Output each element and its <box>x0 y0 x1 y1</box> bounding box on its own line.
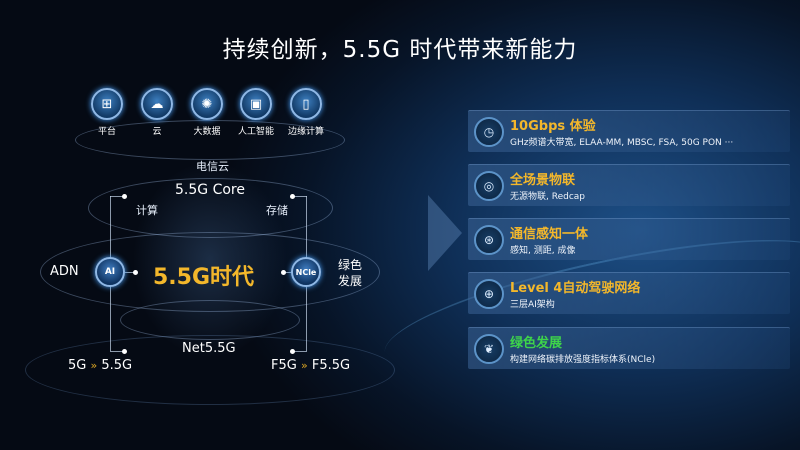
double-chevron-icon: » <box>90 359 98 372</box>
sensing-icon: ⊛ <box>474 225 504 255</box>
globe-network-icon: ⊕ <box>474 279 504 309</box>
core-label: 5.5G Core <box>175 182 245 198</box>
top-icon-label: 云 <box>152 127 162 137</box>
ai-chip-icon: ▣ <box>240 88 272 120</box>
left-bracket-top <box>110 196 124 197</box>
dot <box>281 270 286 275</box>
icon-glyph: ⊛ <box>483 233 495 247</box>
capability-title: 绿色发展 <box>510 336 563 351</box>
top-icon-label: 平台 <box>97 127 116 137</box>
icon-glyph: ⊕ <box>483 287 495 301</box>
to-f5-5g: F5.5G <box>311 358 351 373</box>
icon-glyph: ✺ <box>201 96 213 112</box>
right-bracket-bottom <box>293 351 307 352</box>
ncle-node: NCle <box>291 257 321 287</box>
capability-card: ❦ 绿色发展 构建网络碳排放强度指标体系(NCle) <box>468 327 790 369</box>
icon-glyph: ▯ <box>302 96 310 112</box>
ncle-connector <box>283 272 293 273</box>
capability-title: 通信感知一体 <box>510 227 589 242</box>
slide-title: 持续创新，5.5G 时代带来新能力 <box>222 37 578 63</box>
capability-card: ◷ 10Gbps 体验 GHz频谱大带宽, ELAA-MM, MBSC, FSA… <box>468 110 790 152</box>
dot <box>290 194 295 199</box>
top-ring <box>75 120 345 160</box>
right-bracket-top <box>293 196 307 197</box>
net-label: Net5.5G <box>182 341 236 356</box>
capability-title: Level 4自动驾驶网络 <box>510 281 641 296</box>
capability-title: 全场景物联 <box>510 173 576 188</box>
from-5g: 5G <box>68 358 87 373</box>
big-data-icon: ✺ <box>191 88 223 120</box>
telecom-cloud-label: 电信云 <box>196 160 229 173</box>
base-ring <box>25 335 395 405</box>
top-icon-label: 人工智能 <box>237 127 274 137</box>
development-label: 发展 <box>338 274 363 288</box>
dot <box>133 270 138 275</box>
evolution-5g: 5G » 5.5G <box>68 358 132 373</box>
icon-glyph: ▣ <box>249 96 263 112</box>
icon-glyph: ☁ <box>150 96 164 112</box>
edge-computing-icon: ▯ <box>290 88 322 120</box>
capability-desc: 三层AI架构 <box>510 300 555 310</box>
evolution-f5g: F5G » F5.5G <box>271 358 350 373</box>
leaf-icon: ❦ <box>474 334 504 364</box>
icon-glyph: ⊞ <box>101 96 113 112</box>
cloud-icon: ☁ <box>141 88 173 120</box>
capability-desc: GHz频谱大带宽, ELAA-MM, MBSC, FSA, 50G PON ··… <box>510 138 734 148</box>
platform-icon: ⊞ <box>91 88 123 120</box>
capability-desc: 感知, 测距, 成像 <box>510 246 576 256</box>
icon-glyph: ◷ <box>483 125 495 139</box>
ai-connector <box>125 272 135 273</box>
compute-label: 计算 <box>136 204 158 217</box>
icon-glyph: ❦ <box>483 342 495 356</box>
net-ring <box>120 300 300 340</box>
left-bracket-bottom <box>110 351 124 352</box>
capability-card: ⊕ Level 4自动驾驶网络 三层AI架构 <box>468 272 790 314</box>
capability-title: 10Gbps 体验 <box>510 119 596 134</box>
capability-card: ⊛ 通信感知一体 感知, 测距, 成像 <box>468 218 790 260</box>
dot <box>122 349 127 354</box>
dot <box>122 194 127 199</box>
top-icon-label: 边缘计算 <box>287 127 324 137</box>
capability-desc: 无源物联, Redcap <box>510 192 585 202</box>
capability-card: ◎ 全场景物联 无源物联, Redcap <box>468 164 790 206</box>
speed-gauge-icon: ◷ <box>474 117 504 147</box>
adn-label: ADN <box>50 264 79 279</box>
big-arrow-icon <box>428 195 462 271</box>
from-f5g: F5G <box>271 358 297 373</box>
ai-node: AI <box>95 257 125 287</box>
storage-label: 存储 <box>266 204 288 217</box>
era-label: 5.5G时代 <box>153 265 255 290</box>
to-5-5g: 5.5G <box>101 358 133 373</box>
icon-glyph: ◎ <box>483 179 495 193</box>
iot-network-icon: ◎ <box>474 171 504 201</box>
top-icon-label: 大数据 <box>193 127 221 137</box>
capability-desc: 构建网络碳排放强度指标体系(NCle) <box>510 355 656 365</box>
green-label: 绿色 <box>338 258 363 272</box>
dot <box>290 349 295 354</box>
double-chevron-icon: » <box>300 359 308 372</box>
